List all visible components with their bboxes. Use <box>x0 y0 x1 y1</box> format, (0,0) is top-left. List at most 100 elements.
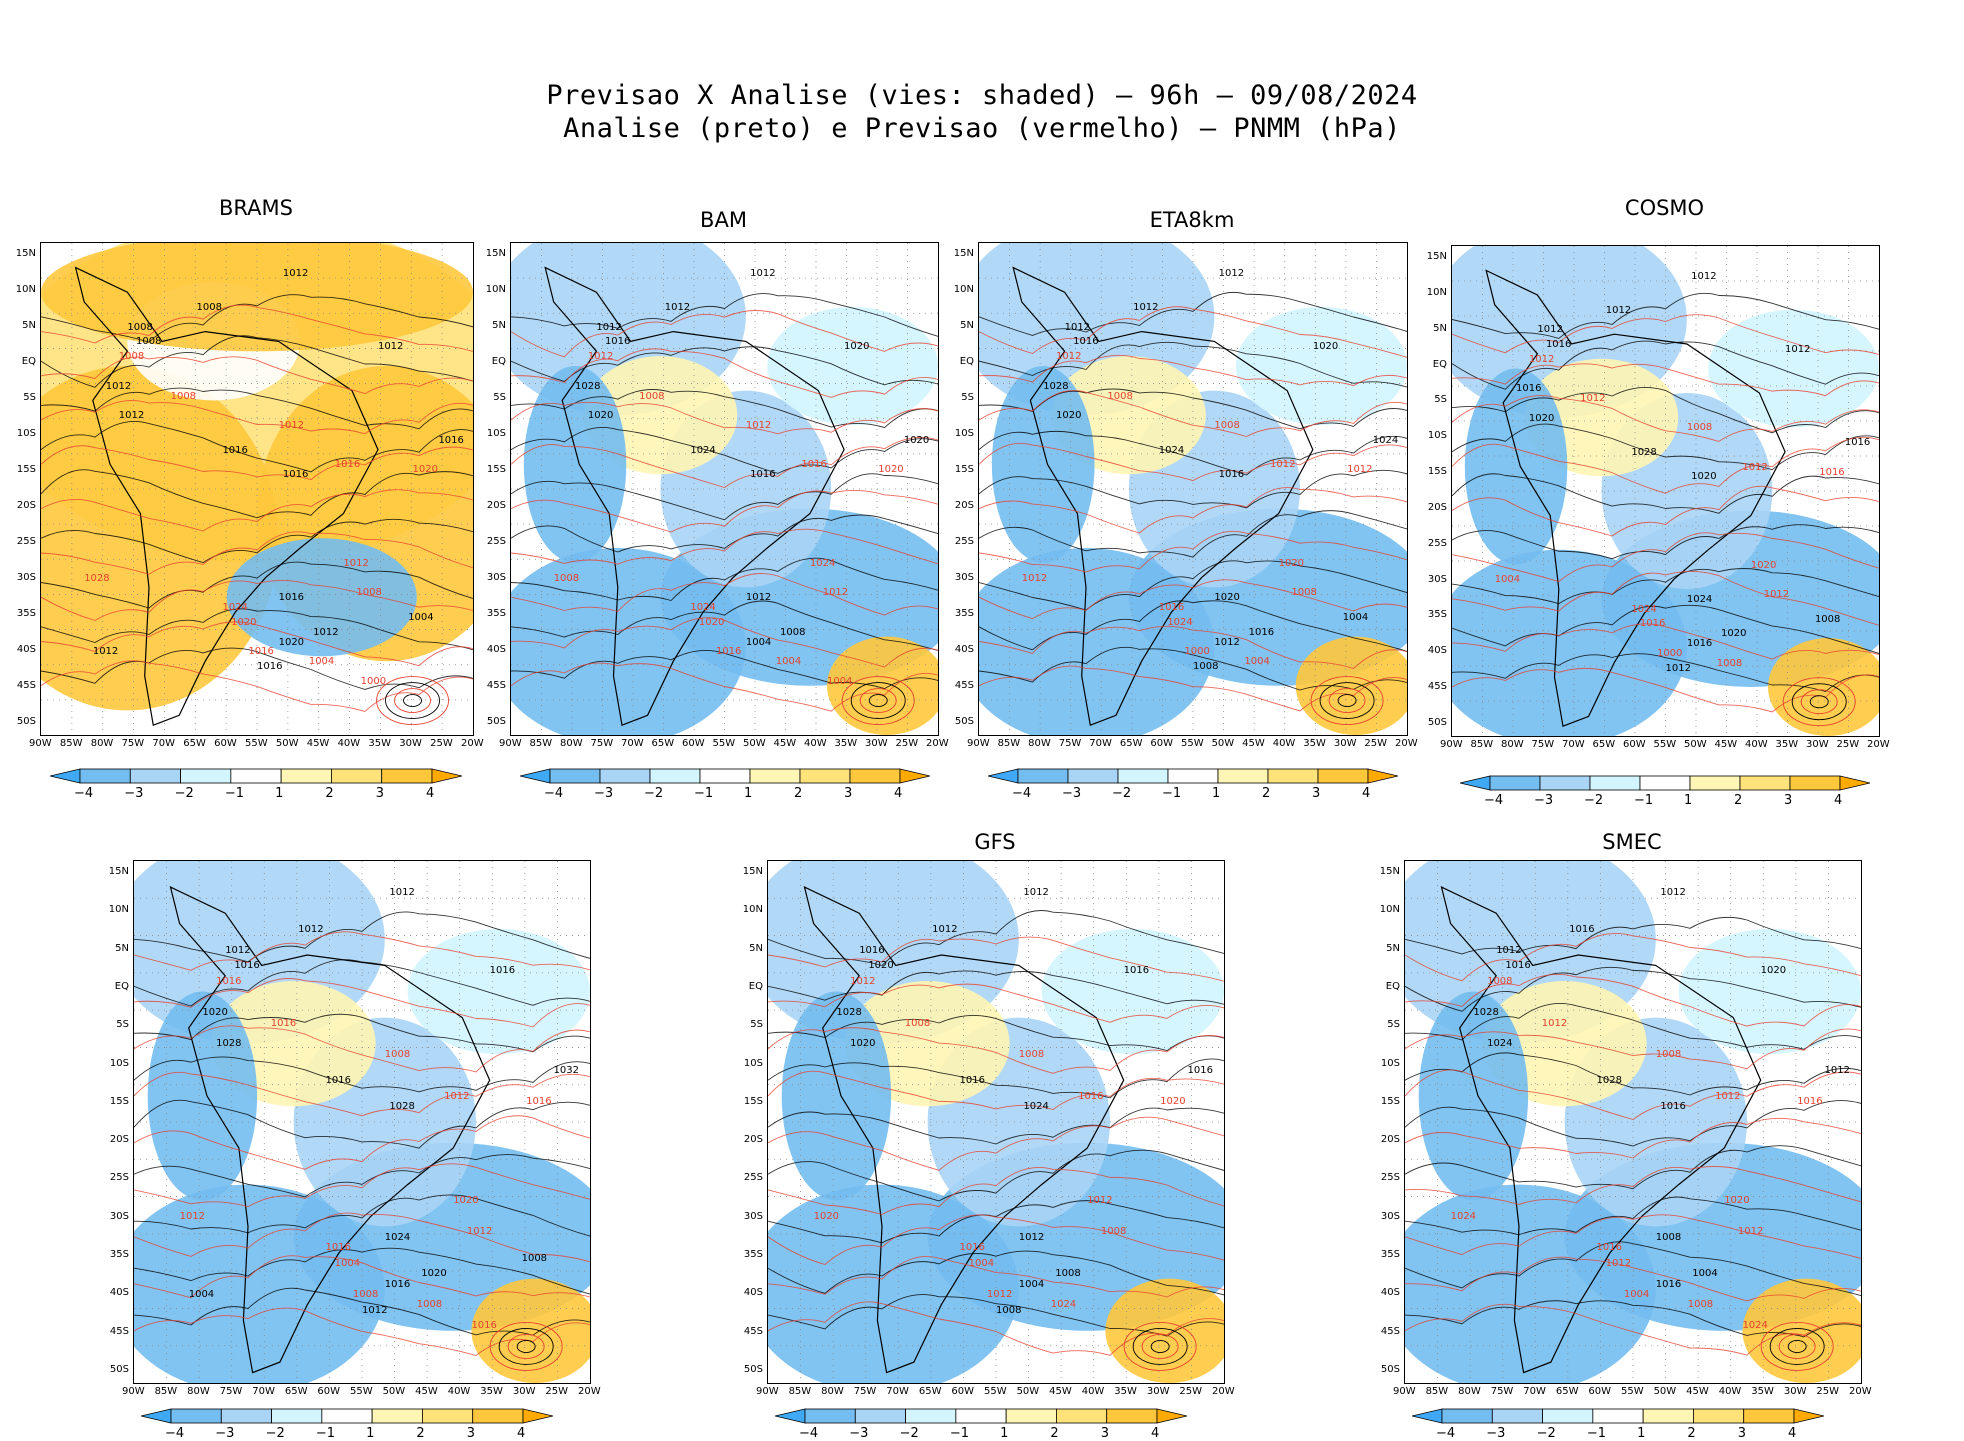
contour-label-analysis: 1020 <box>421 1268 447 1280</box>
colorbar-label: 3 <box>375 786 384 801</box>
contour-label-analysis: 1012 <box>1691 270 1717 282</box>
contour-label-forecast: 1020 <box>813 1210 840 1222</box>
colorbar-label: 3 <box>466 1426 475 1441</box>
contour-label-forecast: 1012 <box>1021 572 1048 584</box>
coastline <box>803 886 1125 1374</box>
colorbar-label: −2 <box>899 1426 919 1441</box>
coastline <box>169 886 491 1374</box>
longitude-label: 35W <box>368 738 392 749</box>
longitude-label: 80W <box>90 738 114 749</box>
contour-label-forecast: 1016 <box>270 1017 297 1029</box>
longitude-label: 85W <box>1425 1386 1449 1397</box>
latitude-label: 15S <box>16 464 36 475</box>
colorbar-label: 3 <box>1312 786 1321 801</box>
contour-label-forecast: 1016 <box>1797 1095 1823 1107</box>
map-area: 1012 1008 1008 1008 1012 1012 1012 1016 1016 1016… <box>40 242 474 736</box>
contour-label-analysis: 1020 <box>278 636 305 648</box>
contour-label-analysis: 1016 <box>1248 626 1275 638</box>
contour-label-forecast: 1008 <box>639 390 665 402</box>
latitude-label: 5N <box>749 942 763 954</box>
colorbar-label: −2 <box>265 1426 285 1441</box>
contour-label-analysis: 1016 <box>1844 437 1871 449</box>
latitude-label: 10N <box>1379 904 1400 916</box>
contour-label-analysis: 1012 <box>105 380 132 392</box>
latitude-label: 20S <box>1427 501 1447 513</box>
contour-label-analysis: 1012 <box>1023 887 1049 899</box>
longitude-label: 40W <box>1745 739 1768 750</box>
longitude-label: 30W <box>1333 738 1357 749</box>
latitude-label: 10S <box>109 1057 129 1069</box>
contour-label-analysis: 1028 <box>216 1038 242 1050</box>
colorbar-label: −1 <box>949 1426 970 1441</box>
longitude-label: 75W <box>1531 739 1555 750</box>
contour-label-forecast: 1008 <box>384 1048 411 1060</box>
longitude-label: 20W <box>1849 1386 1872 1397</box>
latitude-label: 35S <box>743 1249 763 1261</box>
latitude-label: 15N <box>953 248 974 259</box>
contour-label-analysis: 1016 <box>1073 336 1099 348</box>
contour-label-forecast: 1012 <box>1087 1195 1113 1207</box>
longitude-label: 90W <box>122 1386 145 1397</box>
contour-label-forecast: 1020 <box>1750 559 1777 571</box>
map-area: 1012 1012 1012 1016 1020 1028 1020 1024 1016 1024… <box>978 242 1408 736</box>
contour-label-forecast: 1016 <box>248 646 274 658</box>
contour-label-forecast: 1016 <box>1158 602 1185 614</box>
colorbar-label: 2 <box>325 786 334 801</box>
bias-field <box>1405 861 1861 1383</box>
latitude-label: 40S <box>16 644 36 655</box>
contour-label-forecast: 1012 <box>822 587 849 599</box>
contour-label-forecast: 1020 <box>1724 1195 1750 1207</box>
colorbar-label: 2 <box>1687 1426 1696 1441</box>
contour-label-analysis: 1020 <box>587 410 614 422</box>
contour-label-analysis: 1016 <box>257 661 283 673</box>
longitude-label: 60W <box>951 1386 975 1397</box>
longitude-label: 30W <box>512 1386 536 1397</box>
longitude-label: 25W <box>545 1386 569 1397</box>
colorbar-label: 1 <box>1684 793 1693 808</box>
longitude-label: 80W <box>1028 738 1051 749</box>
contour-label-forecast: 1000 <box>1184 646 1210 658</box>
latitude-label: 45S <box>1427 681 1447 693</box>
colorbar-label: −1 <box>315 1426 336 1441</box>
contour-label-forecast: 1016 <box>715 646 742 658</box>
latitude-label: 35S <box>486 608 506 619</box>
colorbar-label: −2 <box>644 786 664 801</box>
longitude-label: 90W <box>1440 739 1463 750</box>
contour-label-analysis: 1012 <box>92 646 119 658</box>
longitude-label: 65W <box>183 738 206 749</box>
contour-label-analysis: 1028 <box>1043 380 1069 392</box>
contour-label-analysis: 1020 <box>1312 341 1339 353</box>
longitude-label: 65W <box>1555 1386 1579 1397</box>
contour-label-analysis: 1016 <box>1569 923 1595 935</box>
panel-title: COSMO <box>1624 196 1705 220</box>
latitude-label: 5S <box>961 392 974 403</box>
contour-label-analysis: 1008 <box>996 1304 1022 1316</box>
map-area: 1012 1016 1012 1016 1020 1028 1024 1028 1016 1012… <box>1404 860 1862 1384</box>
longitude-label: 50W <box>743 738 766 749</box>
longitude-label: 30W <box>1806 739 1829 750</box>
longitude-label: 55W <box>1621 1386 1644 1397</box>
latitude-label: 5S <box>23 392 36 403</box>
contour-label-analysis: 1020 <box>1056 410 1082 422</box>
colorbar-label: 1 <box>1212 786 1221 801</box>
contour-label-analysis: 1008 <box>1655 1231 1682 1243</box>
contour-label-forecast: 1020 <box>453 1195 479 1207</box>
latitude-label: 35S <box>954 608 974 619</box>
latitude-label: EQ <box>21 356 36 367</box>
contour-label-analysis: 1008 <box>1193 661 1219 673</box>
panel-title: SMEC <box>1602 830 1662 854</box>
longitude-label: 40W <box>1718 1386 1742 1397</box>
contour-label-forecast: 1012 <box>1742 461 1768 473</box>
latitude-label: 5N <box>115 942 129 954</box>
colorbar-label: 2 <box>416 1426 425 1441</box>
contour-label-analysis: 1024 <box>690 444 716 456</box>
bias-field <box>511 243 938 735</box>
longitude-label: 50W <box>1684 739 1707 750</box>
colorbar-label: 1 <box>275 786 284 801</box>
longitude-label: 25W <box>895 738 919 749</box>
map-area: 1012 1012 1016 1020 1016 1028 1020 1016 1024 1016… <box>767 860 1225 1384</box>
longitude-label: 20W <box>1395 738 1418 749</box>
contour-label-analysis: 1012 <box>1496 944 1522 956</box>
colorbar-label: −3 <box>215 1426 235 1441</box>
latitude-label: 50S <box>486 716 506 727</box>
